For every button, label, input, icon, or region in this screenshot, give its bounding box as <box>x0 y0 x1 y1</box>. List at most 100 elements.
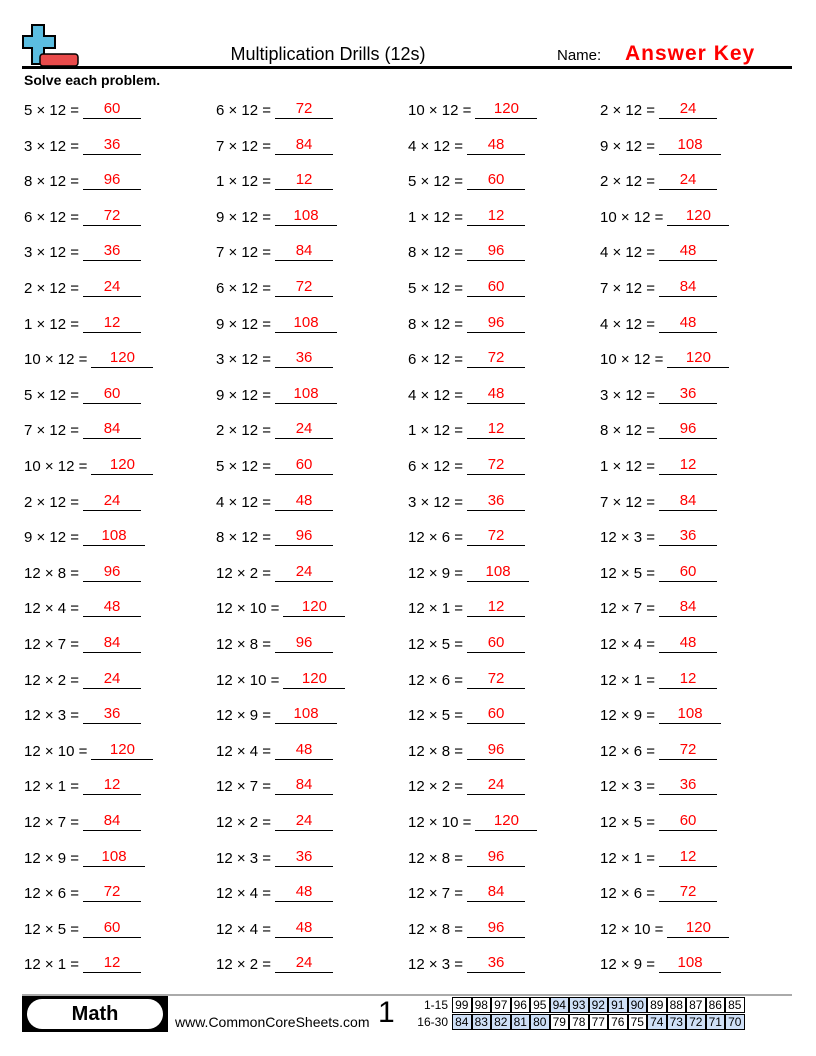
answer-field[interactable]: 120 <box>91 349 154 369</box>
answer-field[interactable]: 60 <box>467 634 526 653</box>
answer-field[interactable]: 60 <box>659 812 718 831</box>
answer-field[interactable]: 72 <box>659 883 718 903</box>
answer-field[interactable]: 108 <box>275 207 338 226</box>
answer-field[interactable]: 96 <box>83 563 142 582</box>
answer-field[interactable]: 24 <box>275 954 334 974</box>
answer-field[interactable]: 120 <box>283 670 346 689</box>
answer-field[interactable]: 12 <box>275 171 334 191</box>
answer-field[interactable]: 36 <box>467 492 526 511</box>
answer-field[interactable]: 48 <box>467 385 526 404</box>
answer-field[interactable]: 120 <box>91 741 154 760</box>
answer-field[interactable]: 24 <box>83 670 142 689</box>
answer-field[interactable]: 120 <box>667 349 730 369</box>
answer-field[interactable]: 12 <box>659 670 718 689</box>
answer-field[interactable]: 12 <box>659 456 718 475</box>
answer-field[interactable]: 36 <box>467 954 526 974</box>
answer-field[interactable]: 96 <box>467 314 526 333</box>
answer-field[interactable]: 36 <box>275 349 334 369</box>
answer-field[interactable]: 108 <box>83 848 146 867</box>
answer-field[interactable]: 72 <box>275 278 334 297</box>
answer-field[interactable]: 12 <box>467 420 526 440</box>
answer-field[interactable]: 48 <box>659 634 718 653</box>
answer-field[interactable]: 72 <box>467 670 526 689</box>
answer-field[interactable]: 72 <box>659 741 718 760</box>
answer-field[interactable]: 120 <box>475 100 538 119</box>
answer-field[interactable]: 120 <box>667 207 730 226</box>
answer-field[interactable]: 96 <box>275 527 334 547</box>
answer-field[interactable]: 60 <box>467 171 526 191</box>
answer-field[interactable]: 12 <box>83 314 142 333</box>
answer-field[interactable]: 48 <box>467 136 526 155</box>
answer-field[interactable]: 96 <box>467 242 526 262</box>
answer-field[interactable]: 12 <box>83 776 142 796</box>
answer-field[interactable]: 24 <box>275 420 334 440</box>
site-link[interactable]: www.CommonCoreSheets.com <box>175 1014 370 1030</box>
answer-field[interactable]: 84 <box>275 136 334 155</box>
answer-field[interactable]: 24 <box>467 776 526 796</box>
answer-field[interactable]: 72 <box>467 456 526 475</box>
answer-field[interactable]: 84 <box>83 420 142 440</box>
answer-field[interactable]: 12 <box>467 207 526 226</box>
answer-field[interactable]: 60 <box>467 278 526 297</box>
answer-field[interactable]: 72 <box>83 207 142 226</box>
answer-field[interactable]: 108 <box>659 136 722 155</box>
answer-field[interactable]: 24 <box>659 171 718 191</box>
answer-field[interactable]: 84 <box>83 812 142 831</box>
answer-field[interactable]: 12 <box>659 848 718 867</box>
answer-field[interactable]: 36 <box>83 242 142 262</box>
answer-field[interactable]: 36 <box>659 776 718 796</box>
answer-field[interactable]: 24 <box>275 812 334 831</box>
answer-field[interactable]: 60 <box>659 563 718 582</box>
answer-field[interactable]: 108 <box>659 705 722 725</box>
answer-field[interactable]: 84 <box>659 598 718 618</box>
answer-field[interactable]: 84 <box>83 634 142 653</box>
answer-field[interactable]: 60 <box>83 100 142 119</box>
answer-field[interactable]: 96 <box>659 420 718 440</box>
answer-field[interactable]: 120 <box>91 456 154 475</box>
answer-field[interactable]: 24 <box>83 278 142 297</box>
answer-field[interactable]: 120 <box>475 812 538 831</box>
answer-field[interactable]: 48 <box>659 314 718 333</box>
answer-field[interactable]: 84 <box>275 242 334 262</box>
answer-field[interactable]: 120 <box>283 598 346 618</box>
answer-field[interactable]: 48 <box>275 883 334 903</box>
answer-field[interactable]: 108 <box>467 563 530 582</box>
answer-field[interactable]: 120 <box>667 919 730 938</box>
answer-field[interactable]: 48 <box>275 492 334 511</box>
answer-field[interactable]: 96 <box>467 741 526 760</box>
answer-field[interactable]: 72 <box>275 100 334 119</box>
answer-field[interactable]: 108 <box>275 314 338 333</box>
answer-field[interactable]: 108 <box>659 954 722 974</box>
answer-field[interactable]: 48 <box>83 598 142 618</box>
answer-field[interactable]: 84 <box>659 492 718 511</box>
answer-field[interactable]: 36 <box>659 385 718 404</box>
answer-field[interactable]: 48 <box>275 741 334 760</box>
answer-field[interactable]: 96 <box>83 171 142 191</box>
answer-field[interactable]: 36 <box>83 705 142 725</box>
answer-field[interactable]: 84 <box>275 776 334 796</box>
answer-field[interactable]: 36 <box>659 527 718 547</box>
answer-field[interactable]: 12 <box>83 954 142 974</box>
answer-field[interactable]: 72 <box>467 349 526 369</box>
answer-field[interactable]: 60 <box>83 385 142 404</box>
answer-field[interactable]: 12 <box>467 598 526 618</box>
answer-field[interactable]: 60 <box>467 705 526 725</box>
answer-field[interactable]: 96 <box>275 634 334 653</box>
answer-field[interactable]: 24 <box>275 563 334 582</box>
answer-field[interactable]: 60 <box>275 456 334 475</box>
answer-field[interactable]: 72 <box>467 527 526 547</box>
answer-field[interactable]: 96 <box>467 848 526 867</box>
answer-field[interactable]: 72 <box>83 883 142 903</box>
answer-field[interactable]: 48 <box>275 919 334 938</box>
answer-field[interactable]: 96 <box>467 919 526 938</box>
answer-field[interactable]: 36 <box>83 136 142 155</box>
answer-field[interactable]: 84 <box>659 278 718 297</box>
answer-field[interactable]: 24 <box>83 492 142 511</box>
answer-field[interactable]: 48 <box>659 242 718 262</box>
answer-field[interactable]: 108 <box>275 705 338 725</box>
answer-field[interactable]: 108 <box>83 527 146 547</box>
answer-field[interactable]: 84 <box>467 883 526 903</box>
answer-field[interactable]: 24 <box>659 100 718 119</box>
answer-field[interactable]: 108 <box>275 385 338 404</box>
answer-field[interactable]: 36 <box>275 848 334 867</box>
